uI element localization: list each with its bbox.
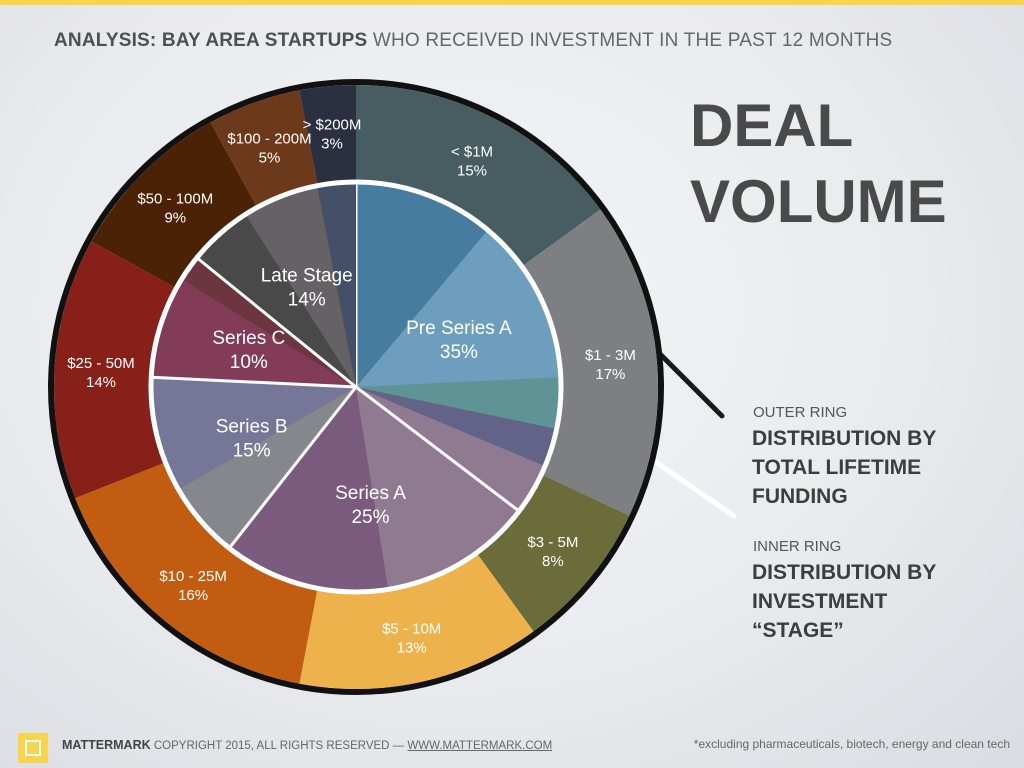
inner-label-series-c: Series C: [212, 328, 285, 349]
outer-value-100-200m: 5%: [259, 150, 281, 167]
footer-url-link[interactable]: WWW.MATTERMARK.COM: [407, 740, 553, 752]
outer-ring-border: [48, 79, 664, 695]
inner-subslice-pre-series-a-4: [356, 387, 557, 467]
inner-value-late-stage: 14%: [288, 289, 326, 310]
outer-value-5-10m: 13%: [397, 639, 427, 656]
outer-label-50-100m: $50 - 100M: [137, 190, 213, 207]
inner-subslice-series-c-2: [181, 257, 356, 387]
outer-label-100-200m: $100 - 200M: [227, 131, 311, 148]
inner-subslice-pre-series-a-2: [356, 229, 561, 387]
footer-copyright: MATTERMARK COPYRIGHT 2015, ALL RIGHTS RE…: [62, 738, 552, 752]
inner-separator-series-b: [228, 386, 358, 550]
legend-inner-line-3: “STAGE”: [752, 619, 844, 642]
title-line-2: VOLUME: [690, 168, 947, 235]
top-accent-bar: [0, 0, 1024, 5]
header-bold: ANALYSIS: BAY AREA STARTUPS: [54, 30, 368, 51]
outer-ring-labels: < $1M 15% $1 - 3M 17% $3 - 5M 8% $5 - 10M 13% $1…: [67, 117, 636, 657]
legend-outer-text: DISTRIBUTION BY TOTAL LIFETIME FUNDING: [752, 424, 992, 511]
outer-label-1-3m: $1 - 3M: [585, 347, 636, 364]
inner-subslice-series-b-2: [150, 377, 356, 490]
legend-inner-line-2: INVESTMENT: [752, 590, 888, 613]
inner-subslice-late-stage-1: [196, 214, 356, 387]
footer-brand: MATTERMARK: [62, 738, 151, 752]
deal-volume-title: DEAL VOLUME: [690, 88, 947, 240]
inner-value-series-c: 10%: [230, 352, 268, 373]
inner-subslice-series-a-1: [356, 387, 520, 590]
inner-ring-labels: Pre Series A 35% Series A 25% Series B 15% Ser…: [212, 265, 512, 528]
inner-subslice-series-a-2: [229, 387, 389, 592]
inner-subslice-late-stage-3: [317, 182, 356, 387]
outer-value-1-3m: 17%: [595, 366, 625, 383]
footer-copyright-text: COPYRIGHT 2015, ALL RIGHTS RESERVED —: [153, 740, 405, 752]
title-line-1: DEAL: [690, 92, 854, 159]
inner-ring-border: [148, 179, 564, 595]
inner-subslice-pre-series-a-5: [356, 387, 546, 512]
inner-subslice-pre-series-a-1: [356, 182, 488, 387]
legend-outer-line-1: DISTRIBUTION BY: [752, 427, 937, 450]
outer-label-5-10m: $5 - 10M: [382, 620, 441, 637]
legend-inner-text: DISTRIBUTION BY INVESTMENT “STAGE”: [752, 558, 992, 645]
inner-value-series-b: 15%: [233, 441, 271, 462]
inner-value-pre-series-a: 35%: [440, 342, 478, 363]
outer-value-200m: 3%: [321, 136, 343, 153]
mattermark-logo-icon: [18, 733, 48, 763]
slide-header: ANALYSIS: BAY AREA STARTUPS WHO RECEIVED…: [54, 30, 892, 52]
outer-label-1m: < $1M: [451, 143, 493, 160]
inner-subslice-series-b-1: [178, 387, 356, 549]
inner-value-series-a: 25%: [351, 507, 389, 528]
outer-label-200m: > $200M: [303, 117, 362, 134]
inner-label-series-b: Series B: [216, 417, 288, 438]
outer-value-10-25m: 16%: [178, 587, 208, 604]
header-rest: WHO RECEIVED INVESTMENT IN THE PAST 12 M…: [372, 30, 893, 51]
outer-value-25-50m: 14%: [86, 374, 116, 391]
inner-label-series-a: Series A: [335, 483, 406, 504]
outer-label-3-5m: $3 - 5M: [527, 534, 578, 551]
inner-subslice-series-c-1: [151, 278, 356, 387]
legend-outer-line-2: TOTAL LIFETIME: [752, 456, 922, 479]
inner-subslice-late-stage-2: [245, 185, 356, 387]
inner-separator-series-a: [355, 385, 521, 513]
outer-value-1m: 15%: [457, 162, 487, 179]
footer-note: *excluding pharmaceuticals, biotech, ene…: [693, 737, 1010, 751]
outer-ring-leader-line: [655, 349, 725, 419]
inner-ring: [148, 179, 564, 595]
inner-separator-late-stage: [195, 256, 357, 389]
legend-inner-line-1: DISTRIBUTION BY: [752, 561, 937, 584]
legend-outer-caption: OUTER RING: [753, 404, 848, 421]
outer-value-50-100m: 9%: [164, 209, 186, 226]
inner-separator-series-c: [151, 375, 357, 389]
inner-label-pre-series-a: Pre Series A: [406, 318, 512, 339]
legend-outer-line-3: FUNDING: [752, 485, 848, 508]
inner-label-late-stage: Late Stage: [261, 265, 353, 286]
outer-label-25-50m: $25 - 50M: [67, 355, 135, 372]
outer-label-10-25m: $10 - 25M: [159, 568, 227, 585]
outer-value-3-5m: 8%: [542, 553, 564, 570]
legend-inner-caption: INNER RING: [753, 538, 842, 555]
inner-subslice-pre-series-a-3: [356, 377, 562, 429]
